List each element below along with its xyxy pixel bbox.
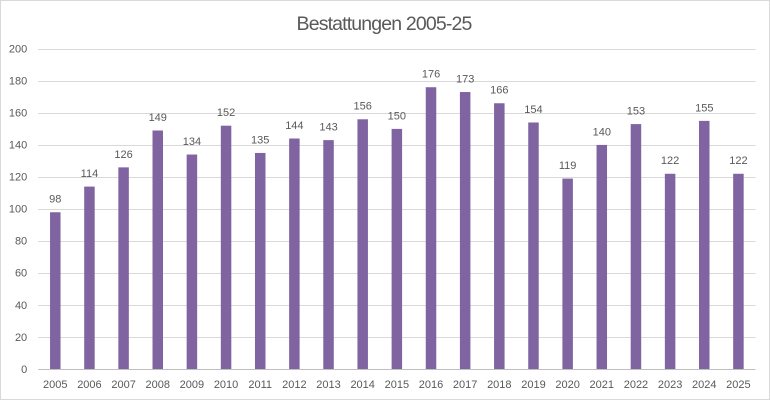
svg-text:2010: 2010	[214, 379, 238, 391]
svg-text:2005: 2005	[43, 379, 67, 391]
svg-text:2006: 2006	[77, 379, 101, 391]
svg-text:156: 156	[354, 101, 372, 113]
svg-text:2025: 2025	[726, 379, 750, 391]
svg-text:150: 150	[388, 110, 406, 122]
svg-text:126: 126	[114, 149, 132, 161]
svg-text:2015: 2015	[385, 379, 409, 391]
svg-text:2018: 2018	[487, 379, 511, 391]
svg-text:122: 122	[729, 155, 747, 167]
svg-text:98: 98	[49, 194, 61, 206]
svg-text:119: 119	[559, 160, 577, 172]
svg-text:2013: 2013	[316, 379, 340, 391]
svg-text:2022: 2022	[624, 379, 648, 391]
svg-text:2024: 2024	[692, 379, 716, 391]
svg-text:2016: 2016	[419, 379, 443, 391]
svg-text:2012: 2012	[282, 379, 306, 391]
svg-text:2017: 2017	[453, 379, 477, 391]
svg-text:200: 200	[9, 43, 27, 55]
svg-text:114: 114	[81, 168, 99, 180]
svg-text:0: 0	[21, 364, 27, 376]
svg-text:60: 60	[15, 268, 27, 280]
svg-text:Bestattungen 2005-25: Bestattungen 2005-25	[297, 13, 473, 35]
svg-text:20: 20	[15, 332, 27, 344]
svg-text:2007: 2007	[111, 379, 135, 391]
svg-text:2021: 2021	[590, 379, 614, 391]
svg-text:144: 144	[285, 120, 303, 132]
svg-text:80: 80	[15, 236, 27, 248]
svg-text:2009: 2009	[180, 379, 204, 391]
svg-text:180: 180	[9, 75, 27, 87]
svg-text:155: 155	[695, 102, 713, 114]
svg-text:176: 176	[422, 69, 440, 81]
svg-text:140: 140	[593, 126, 611, 138]
svg-text:166: 166	[490, 85, 508, 97]
svg-text:2019: 2019	[521, 379, 545, 391]
svg-text:135: 135	[251, 134, 269, 146]
svg-text:100: 100	[9, 204, 27, 216]
svg-text:140: 140	[9, 140, 27, 152]
svg-text:154: 154	[524, 104, 542, 116]
svg-text:2008: 2008	[146, 379, 170, 391]
svg-text:2014: 2014	[350, 379, 374, 391]
svg-text:2011: 2011	[248, 379, 272, 391]
svg-text:152: 152	[217, 107, 235, 119]
svg-text:173: 173	[456, 73, 474, 85]
svg-text:2023: 2023	[658, 379, 682, 391]
svg-text:149: 149	[149, 112, 167, 124]
svg-text:2020: 2020	[555, 379, 579, 391]
svg-text:40: 40	[15, 300, 27, 312]
svg-text:143: 143	[319, 122, 337, 134]
svg-text:122: 122	[661, 155, 679, 167]
svg-text:134: 134	[183, 136, 201, 148]
svg-text:160: 160	[9, 107, 27, 119]
svg-text:153: 153	[627, 106, 645, 118]
svg-text:120: 120	[9, 172, 27, 184]
